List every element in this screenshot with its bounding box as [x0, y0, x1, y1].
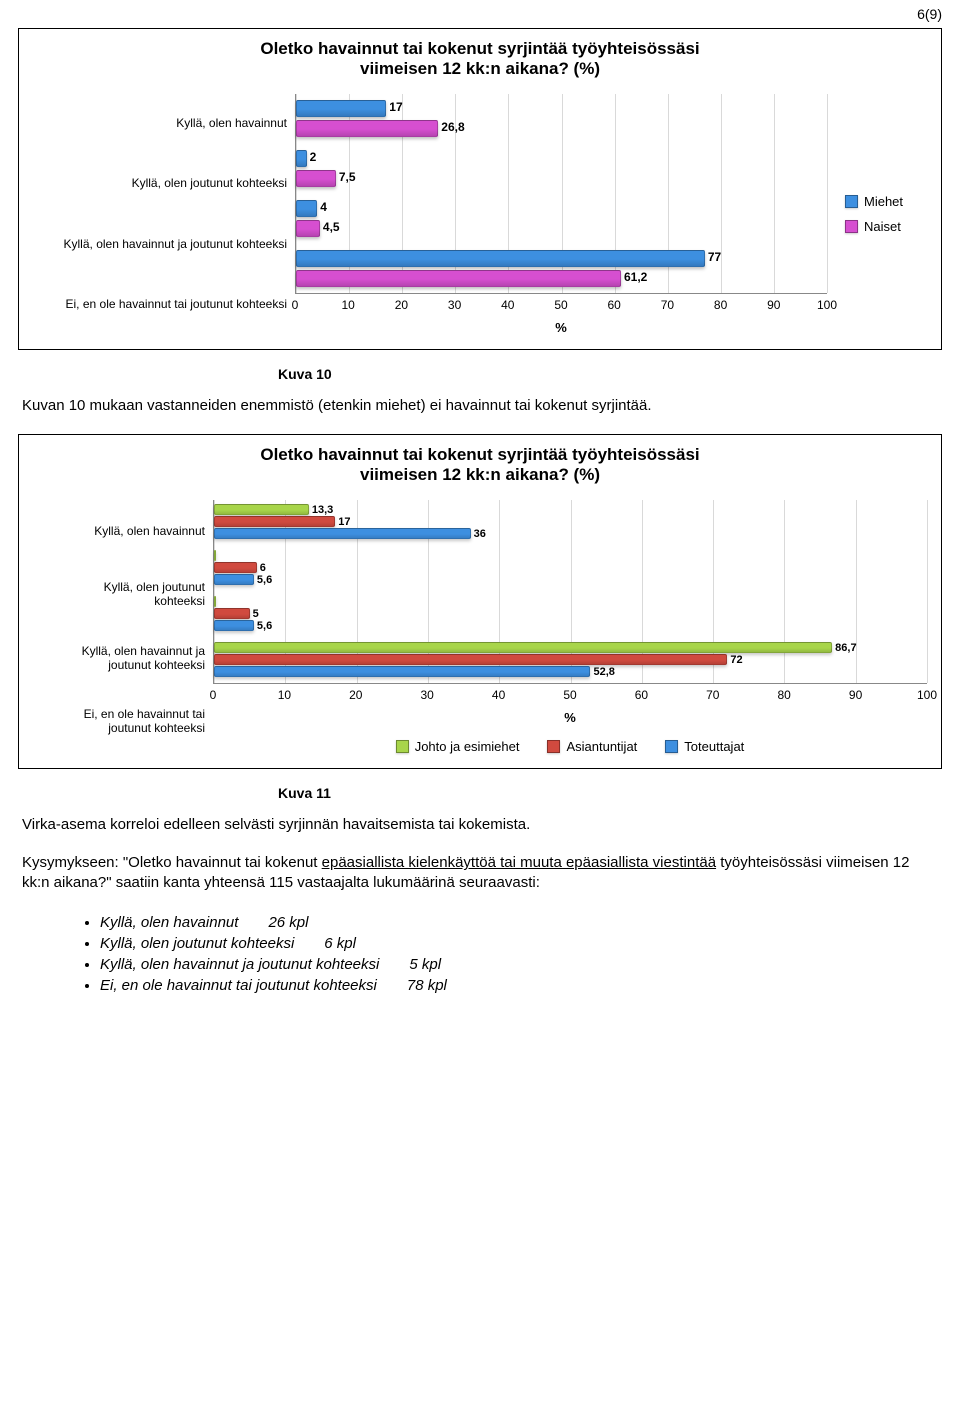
chart-1-title-l2: viimeisen 12 kk:n aikana? (%) [360, 59, 600, 78]
legend-label: Naiset [864, 219, 901, 234]
paragraph-2: Virka-asema korreloi edelleen selvästi s… [22, 815, 938, 835]
swatch-icon [845, 220, 858, 233]
list-item: Kyllä, olen joutunut kohteeksi 6 kpl [100, 933, 938, 954]
chart-2-title-l2: viimeisen 12 kk:n aikana? (%) [360, 465, 600, 484]
swatch-icon [845, 195, 858, 208]
para3-underline: epäasiallista kielenkäyttöä tai muuta ep… [322, 854, 716, 871]
chart-1-title: Oletko havainnut tai kokenut syrjintää t… [33, 39, 927, 80]
swatch-icon [396, 740, 409, 753]
chart-2-cat-0: Kyllä, olen havainnut [33, 509, 205, 555]
bullet-label: Kyllä, olen joutunut kohteeksi [100, 935, 294, 952]
bullet-value: 6 kpl [324, 935, 356, 952]
swatch-icon [547, 740, 560, 753]
chart-2-cat-3: Ei, en ole havainnut taijoutunut kohteek… [33, 699, 205, 745]
legend-label: Asiantuntijat [566, 739, 637, 754]
chart-2-y-labels: Kyllä, olen havainnut Kyllä, olen joutun… [33, 500, 213, 754]
chart-2-cat-2: Kyllä, olen havainnut jajoutunut kohteek… [33, 636, 205, 682]
legend-item-miehet: Miehet [845, 194, 927, 209]
legend-item-naiset: Naiset [845, 219, 927, 234]
chart-1-container: Oletko havainnut tai kokenut syrjintää t… [18, 28, 942, 350]
bullet-label: Kyllä, olen havainnut [100, 914, 238, 931]
chart-1-y-labels: Kyllä, olen havainnut Kyllä, olen joutun… [33, 94, 295, 335]
chart-1-title-l1: Oletko havainnut tai kokenut syrjintää t… [260, 39, 699, 58]
legend-label: Miehet [864, 194, 903, 209]
chart-2-cat-1: Kyllä, olen joutunutkohteeksi [33, 572, 205, 618]
legend-label: Johto ja esimiehet [415, 739, 520, 754]
chart-2-legend: Johto ja esimiehet Asiantuntijat Toteutt… [213, 739, 927, 754]
bullet-value: 26 kpl [268, 914, 308, 931]
chart-2-container: Oletko havainnut tai kokenut syrjintää t… [18, 434, 942, 769]
bullet-value: 78 kpl [407, 977, 447, 994]
bullet-label: Kyllä, olen havainnut ja joutunut kohtee… [100, 956, 379, 973]
list-item: Kyllä, olen havainnut 26 kpl [100, 912, 938, 933]
paragraph-1: Kuvan 10 mukaan vastanneiden enemmistö (… [22, 396, 938, 416]
bullet-label: Ei, en ole havainnut tai joutunut kohtee… [100, 977, 377, 994]
bullet-list: Kyllä, olen havainnut 26 kpl Kyllä, olen… [60, 912, 938, 996]
chart-2-x-title: % [213, 710, 927, 725]
chart-2-x-axis: 0102030405060708090100 [213, 688, 927, 708]
chart-1-legend: Miehet Naiset [827, 94, 927, 335]
legend-item-asiantuntijat: Asiantuntijat [547, 739, 637, 754]
chart-2-title-l1: Oletko havainnut tai kokenut syrjintää t… [260, 445, 699, 464]
list-item: Kyllä, olen havainnut ja joutunut kohtee… [100, 954, 938, 975]
chart-1-cat-1: Kyllä, olen joutunut kohteeksi [33, 159, 287, 209]
chart-1-x-axis: 0102030405060708090100 [295, 298, 827, 318]
chart-1-x-title: % [295, 320, 827, 335]
chart-1-cat-3: Ei, en ole havainnut tai joutunut kohtee… [33, 280, 287, 330]
legend-label: Toteuttajat [684, 739, 744, 754]
chart-1-plot: 1726,827,544,57761,2 [295, 94, 827, 294]
swatch-icon [665, 740, 678, 753]
list-item: Ei, en ole havainnut tai joutunut kohtee… [100, 975, 938, 996]
para3-part-a: Kysymykseen: "Oletko havainnut tai koken… [22, 854, 322, 871]
legend-item-toteuttajat: Toteuttajat [665, 739, 744, 754]
bullet-value: 5 kpl [409, 956, 441, 973]
figure-2-label: Kuva 11 [18, 785, 942, 801]
paragraph-3: Kysymykseen: "Oletko havainnut tai koken… [22, 853, 938, 894]
chart-2-plot: 13,3173665,655,686,77252,8 [213, 500, 927, 684]
chart-1-cat-2: Kyllä, olen havainnut ja joutunut kohtee… [33, 219, 287, 269]
figure-1-label: Kuva 10 [18, 366, 942, 382]
chart-2-title: Oletko havainnut tai kokenut syrjintää t… [33, 445, 927, 486]
page-number: 6(9) [0, 0, 960, 24]
chart-1-cat-0: Kyllä, olen havainnut [33, 99, 287, 149]
legend-item-johto: Johto ja esimiehet [396, 739, 520, 754]
